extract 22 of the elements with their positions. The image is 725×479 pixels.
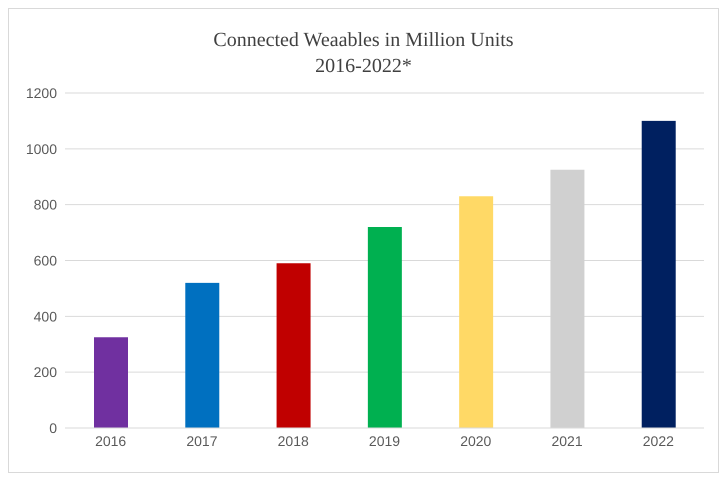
y-tick-label: 800	[34, 196, 58, 213]
x-tick-label: 2016	[95, 432, 126, 449]
x-tick-label: 2020	[460, 432, 492, 449]
bar	[368, 227, 402, 428]
bar	[459, 196, 494, 428]
chart-title: Connected Weaables in Million Units	[212, 28, 515, 53]
y-tick-label: 0	[49, 420, 58, 436]
y-tick-label: 1000	[26, 140, 58, 157]
y-tick-label: 1200	[26, 84, 58, 101]
chart-subtitle: 2016-2022*	[314, 54, 413, 79]
y-tick-label: 600	[34, 252, 58, 268]
x-tick-label: 2017	[186, 432, 218, 449]
bar	[276, 263, 311, 428]
bar	[642, 120, 676, 428]
x-tick-label: 2018	[278, 432, 309, 449]
bar	[185, 282, 220, 428]
x-tick-label: 2021	[551, 432, 583, 449]
bar	[94, 337, 128, 428]
y-tick-label: 400	[34, 308, 58, 324]
x-tick-label: 2022	[642, 432, 674, 449]
x-tick-label: 2019	[368, 432, 400, 449]
y-tick-label: 200	[34, 364, 58, 380]
